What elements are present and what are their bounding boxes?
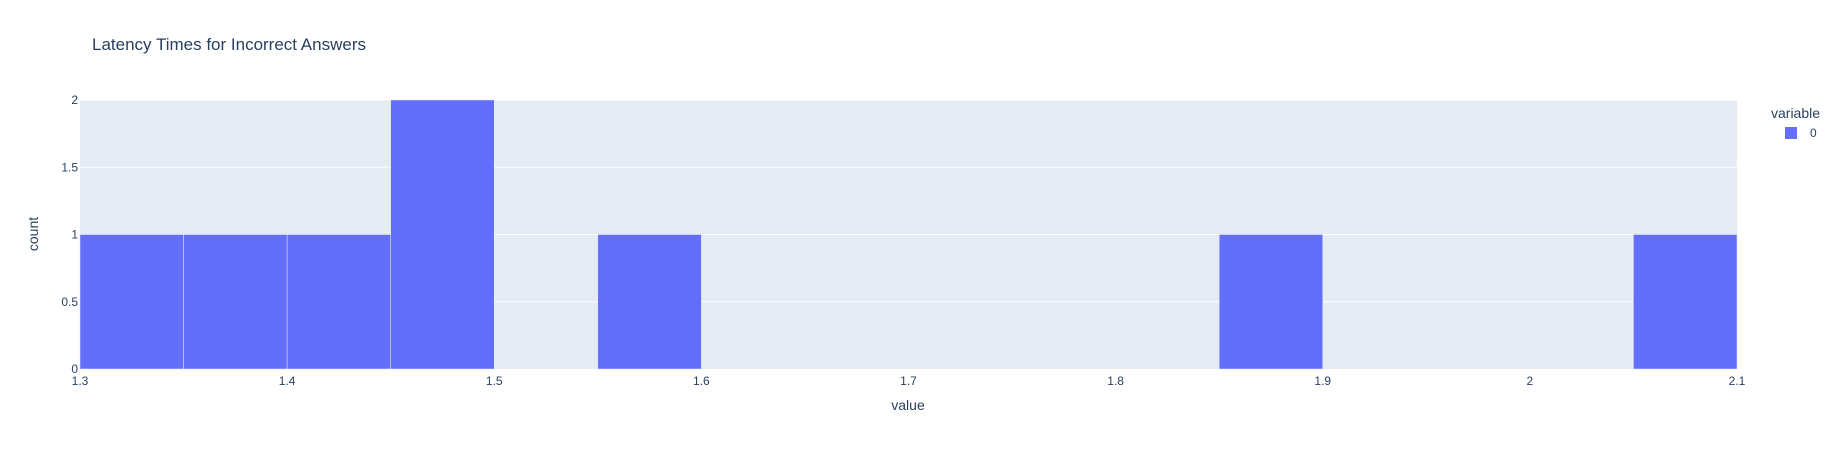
- y-tick-label: 1.5: [61, 160, 78, 174]
- x-tick-label: 1.4: [279, 374, 296, 388]
- y-tick-label: 1: [71, 228, 78, 242]
- x-tick-label: 2: [1527, 374, 1534, 388]
- x-tick-label: 1.6: [693, 374, 710, 388]
- x-tick-label: 1.5: [486, 374, 503, 388]
- histogram-bar-2[interactable]: [286, 234, 391, 370]
- histogram-bar-1[interactable]: [183, 234, 288, 370]
- x-tick-label: 1.3: [72, 374, 89, 388]
- x-axis-ticks: 1.3 1.4 1.5 1.6 1.7 1.8 1.9 2 2.1: [72, 374, 1746, 388]
- x-tick-label: 2.1: [1729, 374, 1746, 388]
- legend-entry-label[interactable]: 0: [1810, 126, 1817, 140]
- histogram-bar-11[interactable]: [1218, 234, 1323, 370]
- y-axis-title: count: [25, 217, 41, 251]
- y-tick-label: 0: [71, 362, 78, 376]
- histogram-bar-3[interactable]: [390, 99, 495, 370]
- x-axis-title: value: [891, 397, 925, 413]
- y-axis-ticks: 0 0.5 1 1.5 2: [61, 93, 78, 376]
- histogram-bar-0[interactable]: [79, 234, 184, 370]
- y-tick-label: 2: [71, 93, 78, 107]
- histogram-bar-15[interactable]: [1633, 234, 1738, 370]
- y-tick-label: 0.5: [61, 295, 78, 309]
- legend[interactable]: variable 0: [1771, 105, 1820, 140]
- x-tick-label: 1.8: [1107, 374, 1124, 388]
- histogram-bar-5[interactable]: [597, 234, 702, 370]
- x-tick-label: 1.9: [1314, 374, 1331, 388]
- x-tick-label: 1.7: [900, 374, 917, 388]
- legend-title: variable: [1771, 105, 1820, 121]
- legend-swatch[interactable]: [1785, 127, 1797, 139]
- bars: [79, 99, 1738, 370]
- chart-title: Latency Times for Incorrect Answers: [92, 35, 366, 54]
